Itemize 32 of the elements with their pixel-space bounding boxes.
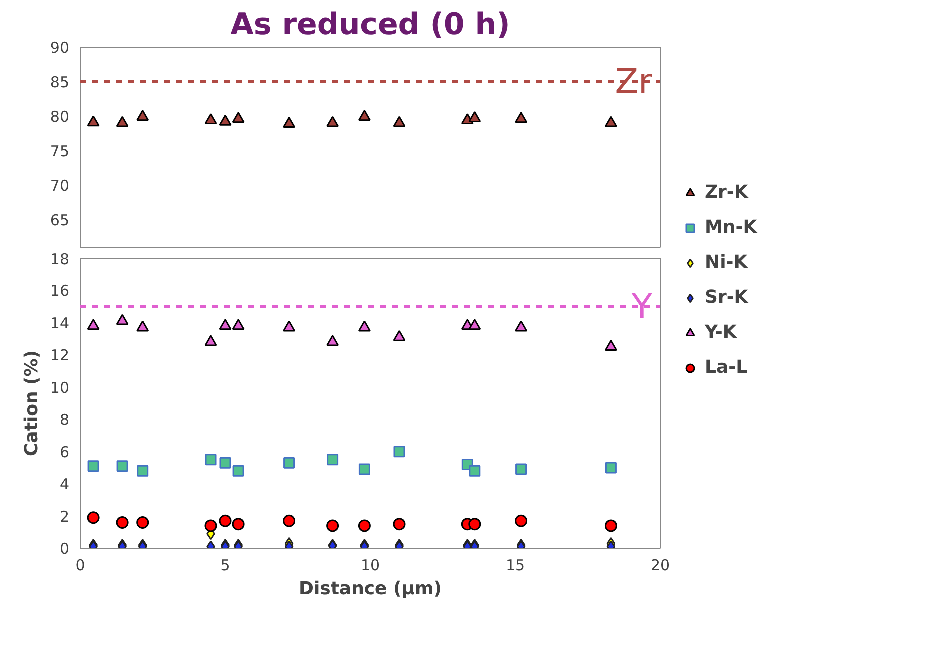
x-tick-label: 15 bbox=[506, 556, 526, 574]
legend-label: Y-K bbox=[705, 322, 737, 343]
y-tick-label: 6 bbox=[60, 443, 70, 462]
legend-label: Zr-K bbox=[705, 182, 748, 203]
x-tick-label: 5 bbox=[220, 556, 230, 574]
y-tick-label: 70 bbox=[50, 176, 70, 195]
y-tick-label: 80 bbox=[50, 108, 70, 126]
y-tick-label: 18 bbox=[50, 250, 70, 268]
y-tick-label: 0 bbox=[60, 540, 70, 558]
x-tick-label: 10 bbox=[360, 556, 380, 574]
legend-label: La-L bbox=[705, 357, 748, 378]
y-tick-label: 90 bbox=[50, 39, 70, 57]
y-tick-label: 10 bbox=[50, 378, 70, 397]
ref-line-label: Zr bbox=[615, 62, 653, 102]
legend-label: Mn-K bbox=[705, 217, 758, 238]
legend-label: Sr-K bbox=[705, 287, 748, 308]
y-tick-label: 2 bbox=[60, 508, 70, 526]
x-axis-title: Distance (µm) bbox=[299, 578, 442, 600]
y-tick-label: 16 bbox=[50, 282, 70, 300]
y-tick-label: 14 bbox=[50, 314, 70, 332]
y-tick-label: 12 bbox=[50, 346, 70, 365]
x-tick-label: 20 bbox=[650, 556, 670, 574]
legend-label: Ni-K bbox=[705, 252, 748, 273]
chart-title: As reduced (0 h) bbox=[230, 8, 510, 42]
x-tick-label: 0 bbox=[76, 556, 86, 574]
y-tick-label: 8 bbox=[60, 411, 70, 430]
y-axis-title: Cation (%) bbox=[21, 350, 42, 457]
y-tick-label: 85 bbox=[50, 73, 70, 92]
y-tick-label: 4 bbox=[60, 476, 70, 494]
ref-line-label: Y bbox=[630, 286, 653, 327]
y-tick-label: 75 bbox=[50, 142, 70, 160]
y-tick-label: 65 bbox=[50, 211, 70, 230]
